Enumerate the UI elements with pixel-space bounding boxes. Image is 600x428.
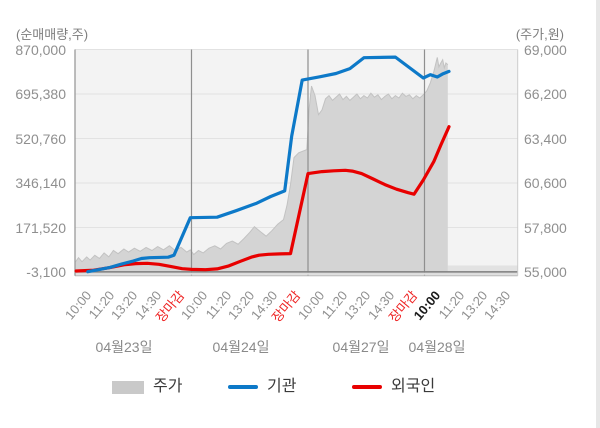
chart-legend: 주가 기관 외국인 [0,378,600,400]
after-data-band [447,265,518,272]
line-swatch-icon [352,385,382,389]
right-axis-tick-label: 66,200 [524,86,567,102]
legend-item-foreigner[interactable]: 외국인 [352,378,435,396]
day-label: 04월24일 [212,339,270,355]
left-axis-tick-label: 171,520 [15,219,66,236]
price-area-series [75,57,448,273]
foreigner-line-series [74,125,451,273]
scrollbar-track[interactable] [596,0,600,428]
right-axis-tick-label: 55,000 [524,264,567,280]
line-swatch-icon [228,385,258,389]
day-label: 04월28일 [408,339,466,355]
legend-label: 외국인 [391,378,436,395]
legend-item-price[interactable]: 주가 [112,378,182,396]
day-label: 04월27일 [332,339,390,355]
left-axis-tick-label: 346,140 [15,175,66,191]
left-axis-tick-label: 870,000 [15,41,66,58]
institution-line-series [86,55,451,274]
baseline-band [75,272,518,275]
right-axis-tick-label: 69,000 [524,41,567,58]
left-axis-tick-label: -3,100 [26,264,66,280]
left-axis-tick-label: 695,380 [15,86,66,102]
right-axis-tick-label: 60,600 [524,175,567,191]
area-swatch-icon [112,380,144,394]
day-label: 04월23일 [95,339,153,355]
right-axis-tick-label: 57,800 [524,219,567,236]
price-area-edge [74,57,449,263]
left-axis-tick-label: 520,760 [15,130,66,147]
right-axis-title: (주가,원) [515,27,564,42]
right-axis-tick-label: 63,400 [524,130,567,147]
left-axis-title: (순매매량,주) [16,27,89,42]
legend-label: 주가 [153,378,183,395]
legend-item-institution[interactable]: 기관 [228,378,296,396]
legend-label: 기관 [267,378,297,395]
